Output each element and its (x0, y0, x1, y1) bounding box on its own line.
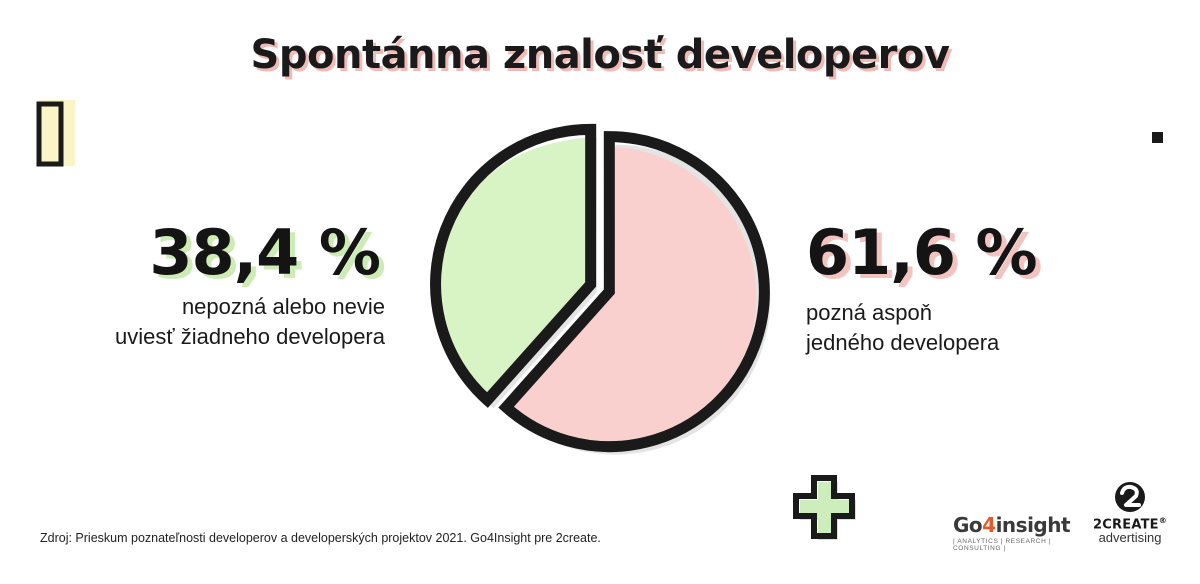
right-description-line2: jedného developera (806, 330, 1000, 355)
go4insight-logo-tagline: | ANALYTICS | RESEARCH | CONSULTING | (953, 538, 1052, 552)
go4insight-logo: Go4insight | ANALYTICS | RESEARCH | CONS… (953, 514, 1071, 552)
source-note: Zdroj: Prieskum poznateľnosti developero… (40, 531, 601, 545)
go4insight-logo-name: Go4insight (953, 513, 1071, 537)
left-description: nepozná alebo nevie uviesť žiadneho deve… (65, 292, 385, 352)
pie-slice-outline-1 (430, 123, 597, 408)
left-percent-label: 38,4 % (149, 216, 381, 289)
2create-logo: 2CREATE® advertising (1090, 480, 1170, 545)
pie-slice-fill-0 (504, 146, 757, 449)
2create-mark-icon (1115, 482, 1145, 512)
chart-title: Spontánna znalosť developerov (250, 32, 950, 78)
right-description-line1: pozná aspoň (806, 300, 932, 325)
2create-logo-name: 2CREATE® (1093, 516, 1167, 533)
2create-logo-sub: advertising (1098, 530, 1162, 546)
square-dot-icon (1152, 132, 1163, 143)
pie-slice-fill-1 (435, 139, 587, 404)
pie-slice-outline-0 (498, 131, 770, 453)
bracket-decoration-icon (36, 100, 75, 167)
left-description-line2: uviesť žiadneho developera (115, 324, 385, 349)
left-description-line1: nepozná alebo nevie (181, 294, 385, 319)
right-percent-label: 61,6 % (806, 216, 1038, 289)
right-description: pozná aspoň jedného developera (806, 298, 1126, 358)
plus-decoration-icon (793, 475, 856, 540)
